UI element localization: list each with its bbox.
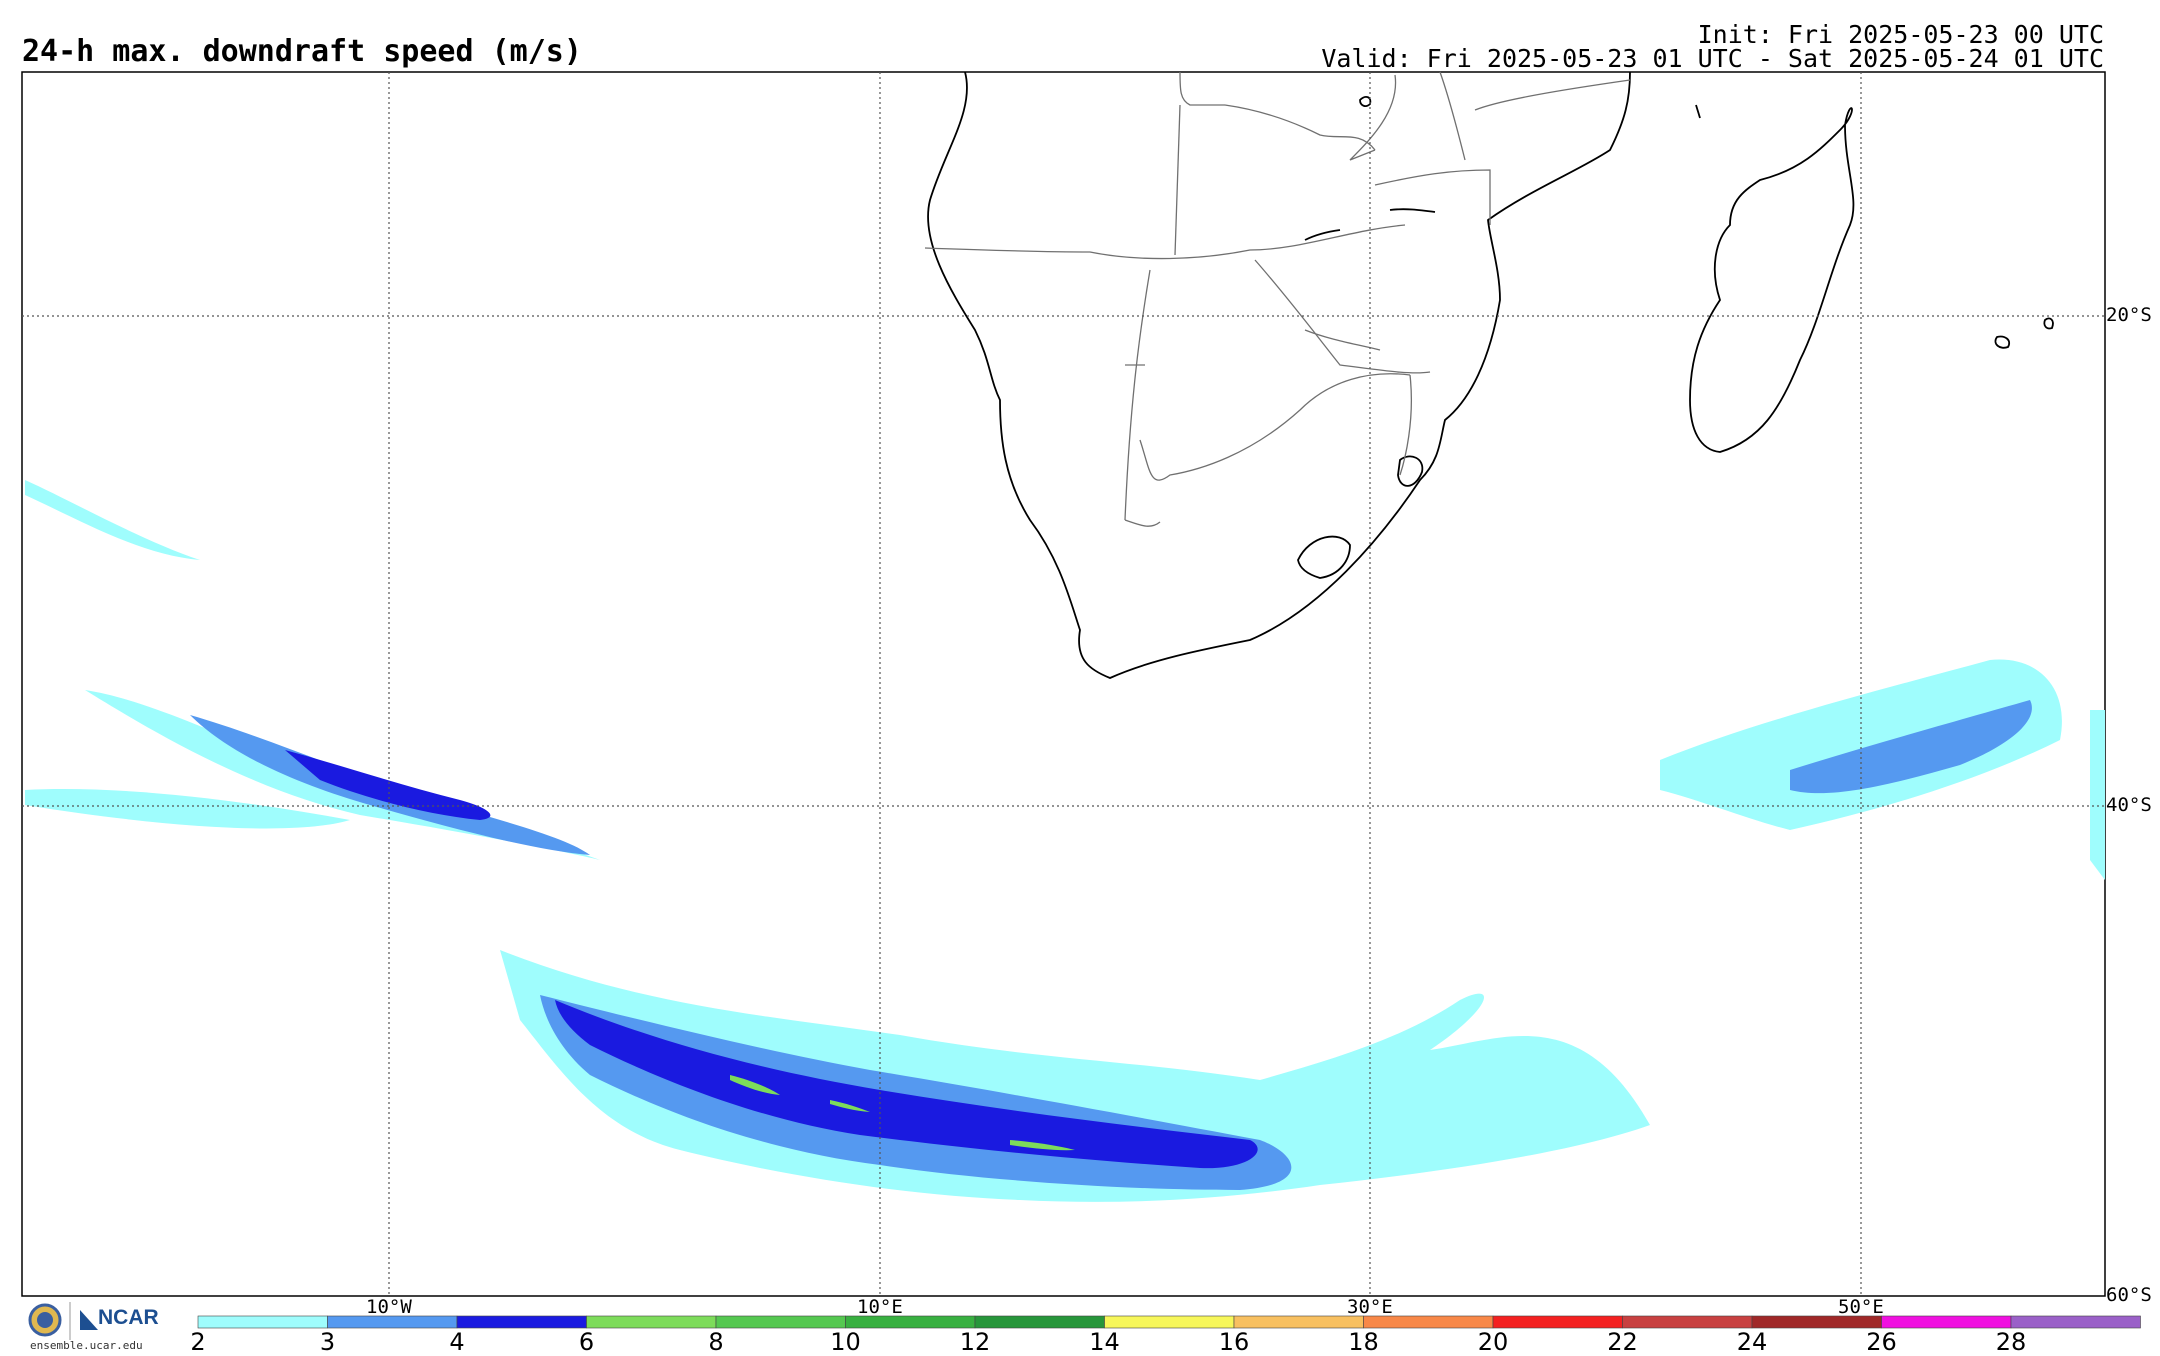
- site-url: ensemble.ucar.edu: [30, 1339, 143, 1352]
- colorbar-tick-label: 20: [1477, 1328, 1509, 1356]
- ncar-logo-text: NCAR: [98, 1306, 159, 1329]
- colorbar-tick-label: 28: [1995, 1328, 2027, 1356]
- lon-label-10e: 10°E: [857, 1296, 903, 1318]
- colorbar-tick-label: 26: [1866, 1328, 1897, 1356]
- lat-lon-grid: [22, 72, 2105, 1296]
- colorbar-tick-label: 14: [1089, 1328, 1120, 1356]
- nsf-seal-icon: [28, 1302, 98, 1340]
- colorbar-segment: [586, 1315, 717, 1329]
- lat-label-20s: 20°S: [2106, 304, 2152, 326]
- colorbar-segment: [2010, 1315, 2141, 1329]
- colorbar-tick-label: 24: [1736, 1328, 1768, 1356]
- colorbar-segment: [1104, 1315, 1235, 1329]
- colorbar-tick-label: 12: [959, 1328, 991, 1356]
- lon-label-50e: 50°E: [1838, 1296, 1884, 1318]
- colorbar-tick-label: 2: [190, 1328, 206, 1356]
- colorbar-segment: [974, 1315, 1105, 1329]
- colorbar-segment: [456, 1315, 587, 1329]
- colorbar-segment: [1233, 1315, 1364, 1329]
- lat-label-40s: 40°S: [2106, 794, 2152, 816]
- colorbar-segment: [1881, 1315, 2012, 1329]
- colorbar-tick-label: 16: [1218, 1328, 1250, 1356]
- colorbar-tick-label: 3: [319, 1328, 336, 1356]
- colorbar-segment: [1622, 1315, 1753, 1329]
- init-time: Init: Fri 2025-05-23 00 UTC: [1697, 20, 2104, 49]
- colorbar-segment: [715, 1315, 846, 1329]
- lat-label-60s: 60°S: [2106, 1284, 2152, 1306]
- ncar-logo-icon: [80, 1310, 98, 1330]
- colorbar-tick-label: 10: [830, 1328, 861, 1356]
- colorbar: [197, 1315, 2141, 1329]
- colorbar-tick-label: 8: [708, 1328, 724, 1356]
- colorbar-segment: [197, 1315, 328, 1329]
- downdraft-field-6: [730, 1075, 1075, 1151]
- coastline: [927, 71, 2054, 679]
- colorbar-segment: [1492, 1315, 1623, 1329]
- map-title: 24-h max. downdraft speed (m/s): [22, 34, 582, 69]
- valid-time: Valid: Fri 2025-05-23 01 UTC - Sat 2025-…: [1321, 44, 2104, 73]
- lon-label-10w: 10°W: [366, 1296, 412, 1318]
- colorbar-tick-label: 22: [1607, 1328, 1638, 1356]
- country-borders: [924, 71, 1631, 527]
- colorbar-tick-label: 18: [1348, 1328, 1379, 1356]
- colorbar-tick-label: 4: [449, 1328, 465, 1356]
- lon-label-30e: 30°E: [1347, 1296, 1393, 1318]
- downdraft-field-4: [285, 750, 1258, 1169]
- colorbar-tick-label: 6: [578, 1328, 595, 1356]
